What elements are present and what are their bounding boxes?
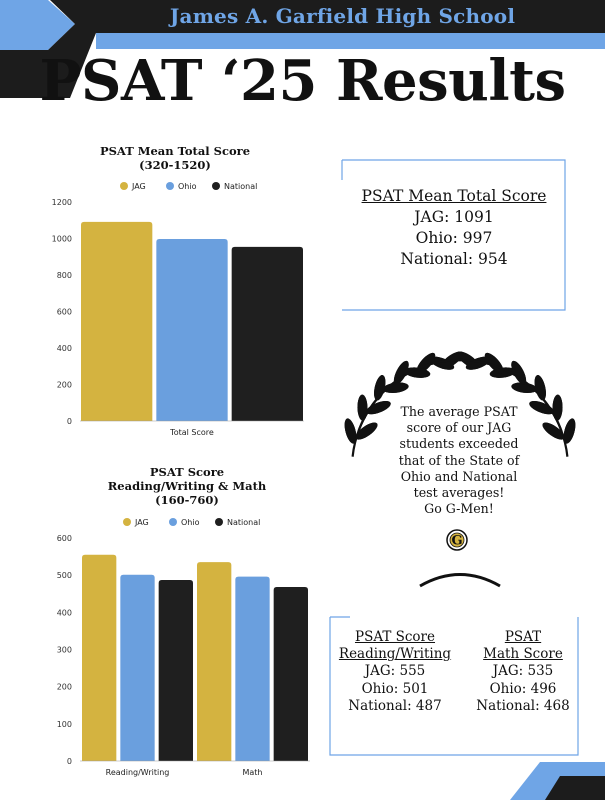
y-tick-label: 200 xyxy=(57,381,72,390)
summary-math-heading-1: PSAT xyxy=(504,629,542,645)
legend-swatch xyxy=(123,518,131,526)
banner-dark-band xyxy=(0,0,605,98)
summary-math-ohio: Ohio: 496 xyxy=(489,680,557,697)
header-banner xyxy=(0,0,605,98)
banner-blue-left xyxy=(0,0,75,50)
summary-rw-jag: JAG: 555 xyxy=(364,663,426,680)
bar-national-reading-writing xyxy=(158,579,193,761)
y-tick-label: 0 xyxy=(67,417,72,426)
x-tick-label: Math xyxy=(242,768,262,777)
legend-label: Ohio xyxy=(178,182,197,191)
bar-jag-math xyxy=(197,562,232,761)
chart-title: PSAT Score xyxy=(150,465,224,479)
legend-swatch xyxy=(120,182,128,190)
y-tick-label: 1200 xyxy=(52,198,72,207)
laurel-line: score of our JAG xyxy=(406,420,512,436)
y-tick-label: 600 xyxy=(57,534,72,543)
laurel-line: students exceeded xyxy=(399,436,519,452)
bar-ohio-total-score xyxy=(156,239,228,421)
summary-total: PSAT Mean Total Score JAG: 1091 Ohio: 99… xyxy=(343,160,565,310)
legend-label: National xyxy=(224,182,257,191)
bar-national-total-score xyxy=(231,246,303,421)
bar-ohio-math xyxy=(235,576,270,761)
y-tick-label: 1000 xyxy=(52,235,72,244)
bar-national-math xyxy=(273,587,308,761)
laurel-leaves xyxy=(344,351,576,588)
g-logo-icon: G xyxy=(446,529,468,551)
legend-label: JAG xyxy=(134,518,149,527)
bar-jag-total-score xyxy=(81,221,153,421)
y-tick-label: 600 xyxy=(57,308,72,317)
laurel-message: The average PSAT score of our JAG studen… xyxy=(388,404,530,517)
y-tick-label: 500 xyxy=(57,571,72,580)
legend-swatch xyxy=(215,518,223,526)
total-score-chart: PSAT Mean Total Score(320-1520) JAG Ohio Na… xyxy=(52,144,304,437)
summary-rw-heading-2: Reading/Writing xyxy=(338,646,452,663)
legend-swatch xyxy=(212,182,220,190)
chart-title: PSAT Mean Total Score xyxy=(100,144,250,158)
summary-total-jag: JAG: 1091 xyxy=(414,208,494,226)
legend-label: National xyxy=(227,518,260,527)
chart-subtitle: Reading/Writing & Math xyxy=(108,479,267,493)
legend-label: Ohio xyxy=(181,518,200,527)
y-tick-label: 0 xyxy=(67,757,72,766)
x-tick-label: Total Score xyxy=(169,428,214,437)
summary-sections-frame xyxy=(329,616,579,756)
school-name: James A. Garfield High School xyxy=(169,4,516,28)
legend-swatch xyxy=(169,518,177,526)
y-tick-label: 200 xyxy=(57,683,72,692)
summary-math-jag: JAG: 535 xyxy=(492,663,554,680)
y-tick-label: 400 xyxy=(57,608,72,617)
y-tick-label: 400 xyxy=(57,344,72,353)
y-tick-label: 300 xyxy=(57,646,72,655)
bar-ohio-reading-writing xyxy=(120,574,155,761)
x-tick-label: Reading/Writing xyxy=(106,768,170,777)
laurel-line: Ohio and National xyxy=(400,468,518,484)
summary-total-heading: PSAT Mean Total Score xyxy=(361,187,547,205)
laurel-line: Go G-Men! xyxy=(424,501,494,517)
summary-math: PSAT Math Score JAG: 535 Ohio: 496 Natio… xyxy=(470,629,576,715)
summary-rw-heading-1: PSAT Score xyxy=(354,629,436,645)
legend-swatch xyxy=(166,182,174,190)
summary-math-national: National: 468 xyxy=(476,697,570,714)
chart-subtitle: (160-760) xyxy=(155,493,219,507)
legend-label: JAG xyxy=(131,182,146,191)
laurel-wreath-icon xyxy=(344,351,576,588)
summary-total-national: National: 954 xyxy=(400,250,508,268)
summary-total-frame xyxy=(341,159,566,311)
summary-math-heading-2: Math Score xyxy=(483,646,563,663)
y-tick-label: 800 xyxy=(57,271,72,280)
laurel-line: The average PSAT xyxy=(400,404,518,419)
summary-total-ohio: Ohio: 997 xyxy=(415,229,493,247)
laurel-line: test averages! xyxy=(413,485,505,501)
page-title: PSAT ‘25 Results xyxy=(39,48,566,114)
bar-jag-reading-writing xyxy=(82,554,117,761)
banner-blue-stripe xyxy=(96,33,605,49)
laurel-line: that of the State of xyxy=(398,452,520,468)
summary-rw: PSAT Score Reading/Writing JAG: 555 Ohio… xyxy=(332,629,458,715)
footer-blue-shape xyxy=(510,762,605,800)
chart-subtitle: (320-1520) xyxy=(139,158,211,172)
logo-letter: G xyxy=(451,534,462,549)
footer-dark-shape xyxy=(545,776,605,800)
y-tick-label: 100 xyxy=(57,720,72,729)
summary-rw-ohio: Ohio: 501 xyxy=(361,680,429,697)
summary-rw-national: National: 487 xyxy=(348,697,442,714)
